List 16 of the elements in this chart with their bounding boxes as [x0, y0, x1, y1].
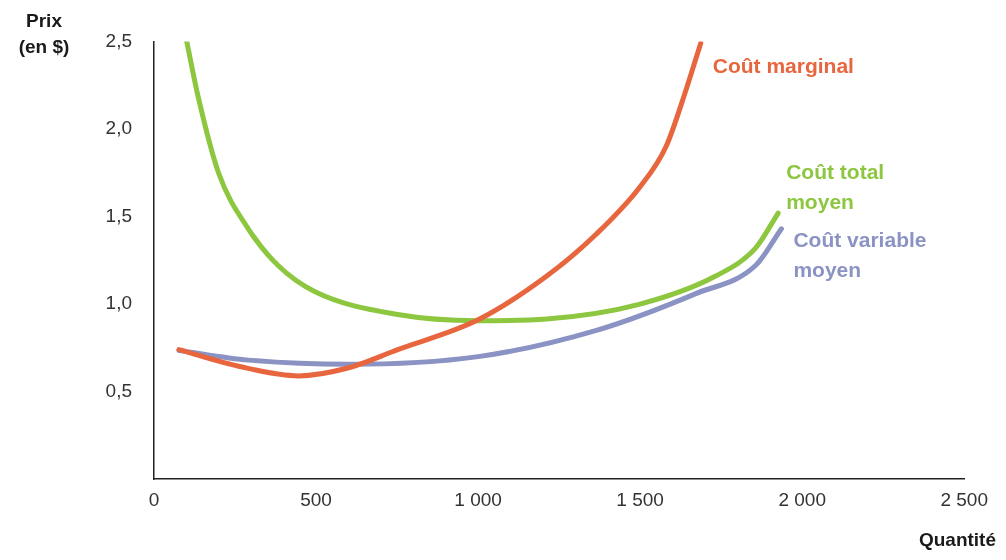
series-label: Coût marginal — [712, 54, 854, 78]
x-tick-label: 500 — [300, 488, 332, 510]
x-tick-label: 2 000 — [778, 488, 826, 510]
y-tick-label: 1,5 — [105, 204, 132, 226]
y-axis-title: Prix (en $) — [18, 9, 70, 57]
series-label: Coût total moyen — [786, 160, 885, 214]
y-tick-label: 0,5 — [105, 379, 132, 401]
x-tick-label: 1 500 — [616, 488, 664, 510]
x-tick-label: 0 — [148, 488, 160, 510]
y-tick-label: 2,0 — [105, 117, 132, 139]
series-label: Coût variable moyen — [793, 228, 927, 282]
y-tick-label: 1,0 — [105, 292, 132, 314]
x-tick-label: 1 000 — [454, 488, 502, 510]
y-tick-label: 2,5 — [105, 29, 132, 51]
x-tick-label: 2 500 — [940, 488, 988, 510]
x-axis-title: Quantité — [918, 528, 996, 550]
